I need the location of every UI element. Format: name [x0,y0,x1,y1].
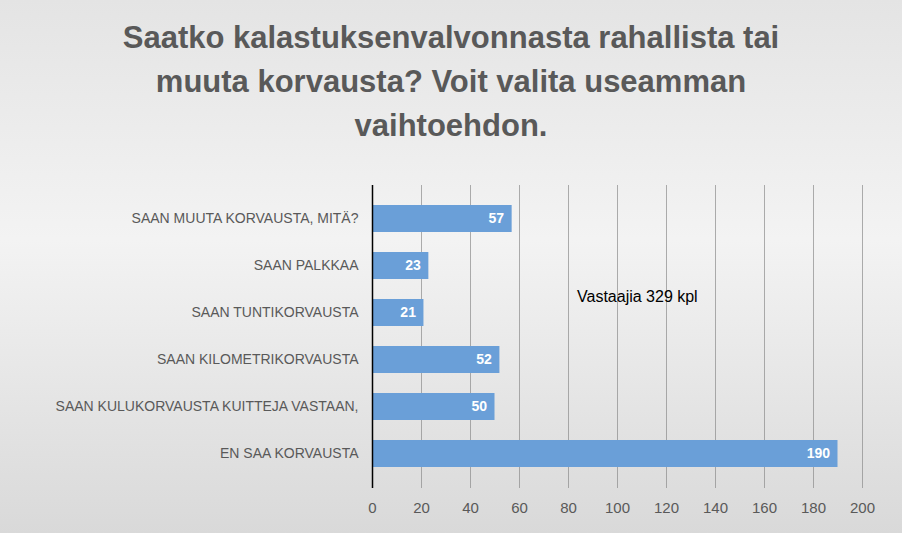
svg-text:120: 120 [654,499,679,516]
svg-text:57: 57 [489,210,505,226]
svg-text:140: 140 [703,499,728,516]
svg-text:SAAN MUUTA KORVAUSTA, MITÄ?: SAAN MUUTA KORVAUSTA, MITÄ? [132,210,359,226]
svg-text:40: 40 [462,499,479,516]
svg-text:SAAN KULUKORVAUSTA KUITTEJA VA: SAAN KULUKORVAUSTA KUITTEJA VASTAAN, [56,398,359,414]
svg-text:0: 0 [368,499,376,516]
svg-text:100: 100 [605,499,630,516]
svg-text:SAAN PALKKAA: SAAN PALKKAA [254,257,359,273]
svg-text:EN SAA KORVAUSTA: EN SAA KORVAUSTA [220,445,359,461]
html-text:Saatko kalastuksenvalvonnasta: Saatko kalastuksenvalvonnasta rahallista… [122,20,780,143]
svg-text:180: 180 [801,499,826,516]
svg-text:SAAN KILOMETRIKORVAUSTA: SAAN KILOMETRIKORVAUSTA [157,351,359,367]
svg-text:52: 52 [476,351,492,367]
svg-text:200: 200 [850,499,875,516]
svg-text:160: 160 [752,499,777,516]
svg-text:21: 21 [400,304,416,320]
svg-text:60: 60 [511,499,528,516]
svg-text:23: 23 [405,257,421,273]
svg-text:190: 190 [807,445,831,461]
svg-text:20: 20 [413,499,430,516]
svg-text:SAAN TUNTIKORVAUSTA: SAAN TUNTIKORVAUSTA [192,304,360,320]
svg-text:50: 50 [471,398,487,414]
html-text:Vastaajia 329 kpl: Vastaajia 329 kpl [577,288,698,305]
svg-text:80: 80 [560,499,577,516]
